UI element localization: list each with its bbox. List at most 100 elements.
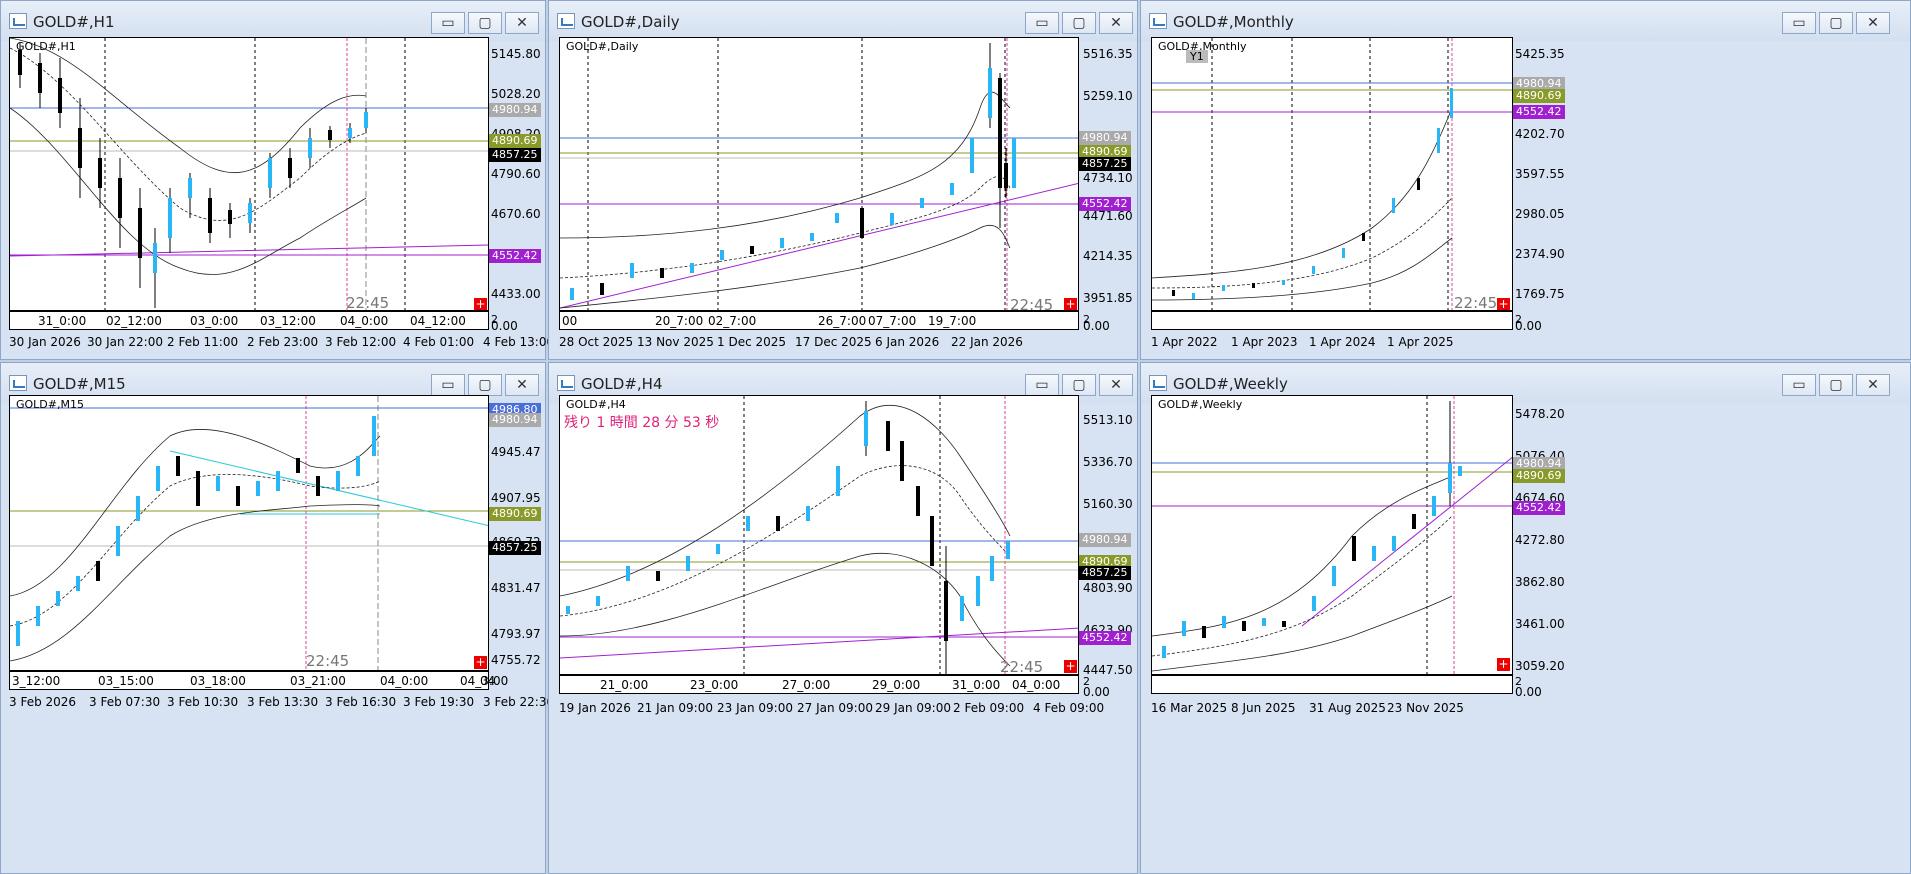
osc-scale-label: 2 — [1083, 313, 1090, 326]
title-bar[interactable]: GOLD#,Daily ▭ ▢ ✕ — [549, 1, 1137, 41]
chart-window-weekly[interactable]: GOLD#,Weekly ▭ ▢ ✕ — [1140, 362, 1911, 874]
title-bar[interactable]: GOLD#,Monthly ▭ ▢ ✕ — [1141, 1, 1910, 41]
axis-tick-label: 16 Mar 2025 — [1151, 701, 1228, 715]
axis-tick-label: 4 Feb 09:00 — [1033, 701, 1105, 715]
maximize-button[interactable]: ▢ — [468, 374, 502, 396]
add-indicator-icon[interactable]: + — [1064, 297, 1077, 311]
candles — [16, 416, 376, 646]
axis-tick-label: 31 Aug 2025 — [1309, 701, 1386, 715]
axis-tick-label: 30 Jan 22:00 — [87, 335, 163, 349]
chart-window-daily[interactable]: GOLD#,Daily ▭ ▢ ✕ — [548, 0, 1138, 360]
add-indicator-icon[interactable]: + — [474, 297, 487, 311]
bollinger-upper — [1152, 107, 1453, 279]
maximize-button[interactable]: ▢ — [468, 12, 502, 34]
add-indicator-icon[interactable]: + — [1064, 659, 1077, 673]
axis-tick-label: 3597.55 — [1515, 167, 1565, 181]
chart-window-monthly[interactable]: GOLD#,Monthly ▭ ▢ ✕ GOLD#,Monthly Y1 — [1140, 0, 1911, 360]
price-chart[interactable]: GOLD#,Daily 22:45 + — [559, 37, 1079, 311]
close-button[interactable]: ✕ — [505, 374, 539, 396]
trend-line — [10, 244, 488, 257]
axis-tick-label: 28 Oct 2025 — [559, 335, 634, 349]
period-separators — [587, 38, 1006, 310]
add-indicator-icon[interactable]: + — [1497, 297, 1510, 311]
bollinger-mid — [1152, 515, 1453, 657]
bollinger-lower — [10, 107, 367, 275]
candles — [570, 43, 1016, 300]
inner-time-axis: 3_12:00 03_15:00 03_18:00 03_21:00 04_0:… — [9, 671, 508, 690]
minimize-button[interactable]: ▭ — [431, 12, 465, 34]
period-separators — [104, 38, 406, 310]
bollinger-upper — [560, 91, 1011, 239]
axis-tick-label: 3 Feb 13:30 — [247, 695, 319, 709]
axis-tick-label: 3 Feb 19:30 — [403, 695, 475, 709]
axis-tick-label: 03_18:00 — [190, 674, 246, 688]
axis-tick-label: 3 Feb 07:30 — [89, 695, 161, 709]
price-chart[interactable]: GOLD#,H1 22:45 + — [9, 37, 489, 311]
axis-tick-label: 23 Jan 09:00 — [717, 701, 793, 715]
price-chart[interactable]: GOLD#,Monthly Y1 22:45 + — [1151, 37, 1513, 311]
window-title: GOLD#,Monthly — [1173, 13, 1294, 31]
minimize-button[interactable]: ▭ — [1025, 12, 1059, 34]
axis-tick-label: 3 Feb 22:30 — [483, 695, 555, 709]
axis-tick-label: 3862.80 — [1515, 575, 1565, 589]
minimize-button[interactable]: ▭ — [1782, 12, 1816, 34]
maximize-button[interactable]: ▢ — [1062, 374, 1096, 396]
axis-tick-label: 3 Feb 2026 — [9, 695, 77, 709]
axis-tick-label: 04_3:00 — [460, 674, 509, 688]
add-indicator-icon[interactable]: + — [1497, 657, 1510, 671]
close-button[interactable]: ✕ — [1099, 12, 1133, 34]
price-label: 4552.42 — [489, 249, 541, 263]
price-chart[interactable]: GOLD#,M15 22:45 + — [9, 395, 489, 671]
close-button[interactable]: ✕ — [1099, 374, 1133, 396]
axis-tick-label: 26_7:00 — [818, 314, 867, 328]
axis-tick-label: 4214.35 — [1083, 249, 1133, 263]
axis-tick-label: 02_12:00 — [106, 314, 162, 328]
axis-tick-label: 4793.97 — [491, 627, 541, 641]
chart-window-icon — [9, 13, 27, 29]
maximize-button[interactable]: ▢ — [1819, 12, 1853, 34]
axis-tick-label: 0.00 — [491, 319, 518, 333]
chart-symbol-label: GOLD#,M15 — [16, 398, 84, 411]
axis-tick-label: 29 Jan 09:00 — [875, 701, 951, 715]
axis-tick-label: 27_0:00 — [782, 678, 831, 692]
chart-canvas — [10, 38, 488, 310]
close-button[interactable]: ✕ — [1856, 12, 1890, 34]
chart-window-icon — [1149, 375, 1167, 391]
axis-tick-label: 1 Dec 2025 — [717, 335, 787, 349]
axis-tick-label: 5336.70 — [1083, 455, 1133, 469]
countdown-text: 残り 1 時間 28 分 53 秒 — [564, 415, 720, 431]
axis-tick-label: 4272.80 — [1515, 533, 1565, 547]
maximize-button[interactable]: ▢ — [1062, 12, 1096, 34]
axis-tick-label: 20_7:00 — [655, 314, 704, 328]
price-chart[interactable]: GOLD#,H4 残り 1 時間 28 分 53 秒 22:45 + — [559, 395, 1079, 675]
close-button[interactable]: ✕ — [1856, 374, 1890, 396]
osc-scale-label: 2 — [1083, 675, 1090, 688]
axis-tick-label: 0.00 — [1083, 685, 1110, 699]
osc-scale-label: 2 — [491, 313, 498, 326]
price-label: 4857.25 — [1079, 157, 1131, 171]
minimize-button[interactable]: ▭ — [1025, 374, 1059, 396]
axis-tick-label: 00 — [562, 314, 578, 328]
chart-window-h1[interactable]: GOLD#,H1 ▭ ▢ ✕ — [0, 0, 554, 360]
axis-tick-label: 23 Nov 2025 — [1387, 701, 1464, 715]
axis-tick-label: 4471.60 — [1083, 209, 1133, 223]
maximize-button[interactable]: ▢ — [1819, 374, 1853, 396]
add-indicator-icon[interactable]: + — [474, 655, 487, 669]
window-title: GOLD#,Weekly — [1173, 375, 1288, 393]
close-button[interactable]: ✕ — [505, 12, 539, 34]
price-label: 4857.25 — [489, 148, 541, 162]
price-axis: 5513.10 5336.70 5160.30 4803.90 4623.90 … — [1083, 395, 1139, 699]
period-separators — [743, 396, 941, 674]
axis-tick-label: 1 Apr 2023 — [1231, 335, 1298, 349]
osc-scale-label: 2 — [1515, 313, 1522, 326]
minimize-button[interactable]: ▭ — [431, 374, 465, 396]
chart-window-h4[interactable]: GOLD#,H4 ▭ ▢ ✕ — [548, 362, 1138, 874]
axis-tick-label: 4670.60 — [491, 207, 541, 221]
price-chart[interactable]: GOLD#,Weekly + — [1151, 395, 1513, 675]
minimize-button[interactable]: ▭ — [1782, 374, 1816, 396]
chart-window-m15[interactable]: GOLD#,M15 ▭ ▢ ✕ — [0, 362, 554, 874]
title-bar[interactable]: GOLD#,H1 ▭ ▢ ✕ — [1, 1, 545, 41]
price-label: 4857.25 — [1079, 566, 1131, 580]
axis-tick-label: 5478.20 — [1515, 407, 1565, 421]
axis-tick-label: 5516.35 — [1083, 47, 1133, 61]
